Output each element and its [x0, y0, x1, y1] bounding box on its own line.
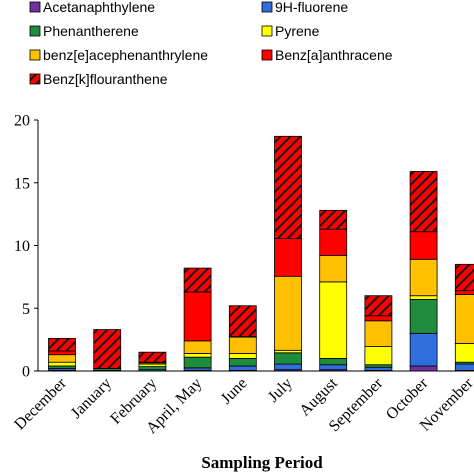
- legend-label: Benz[k]flouranthene: [43, 71, 168, 87]
- bar-segment: [228, 305, 257, 337]
- bar-segment: [319, 281, 348, 359]
- bar-segment: [364, 366, 393, 371]
- legend-item: benz[e]acephenanthrylene: [29, 47, 208, 63]
- legend-item: Benz[k]flouranthene: [29, 71, 168, 87]
- x-tick-label: August: [296, 374, 341, 419]
- bar-segment: [409, 299, 438, 334]
- legend-swatch: [29, 49, 41, 61]
- bar-segment: [409, 258, 438, 297]
- bar-segment: [228, 358, 257, 367]
- bar-stack: [364, 295, 393, 372]
- bar-stack: [319, 209, 348, 372]
- legend-item: Pyrene: [261, 23, 320, 39]
- bar-segment: [364, 295, 393, 317]
- bar-stack: [93, 329, 122, 372]
- bar-segment: [364, 346, 393, 366]
- bar-segment: [183, 291, 212, 342]
- y-tick-label: 10: [14, 238, 30, 255]
- y-axis-ticks: 0 5 10 15 20: [14, 113, 38, 381]
- bar-segment: [319, 358, 348, 366]
- y-tick-label: 5: [22, 301, 30, 318]
- bar-segment: [48, 361, 76, 367]
- legend-item: Phenantherene: [29, 23, 139, 39]
- bar-segment: [183, 353, 212, 358]
- bar-segment: [274, 363, 302, 371]
- bar-stack: [454, 263, 474, 372]
- bar-segment: [183, 340, 212, 354]
- x-tick-label: July: [265, 375, 296, 406]
- bar-stack: [274, 135, 302, 372]
- bar-segment: [228, 336, 257, 354]
- legend-swatch: [29, 73, 41, 85]
- bar-segment: [319, 209, 348, 230]
- y-tick-label: 0: [22, 364, 30, 381]
- legend-label: Pyrene: [275, 23, 320, 39]
- legend-item: Benz[a]anthracene: [261, 47, 393, 63]
- bar-segment: [454, 263, 474, 292]
- bar-stack: [228, 305, 257, 372]
- bar-segment: [48, 354, 76, 363]
- x-axis-title: Sampling Period: [201, 453, 323, 472]
- legend-swatch: [29, 1, 41, 13]
- bar-segment: [454, 294, 474, 344]
- bar-segment: [228, 365, 257, 371]
- bar-segment: [454, 290, 474, 295]
- bar-segment: [409, 295, 438, 300]
- bar-segment: [274, 275, 302, 351]
- bar-segment: [409, 171, 438, 233]
- bar-segment: [48, 337, 76, 352]
- bar-segment: [228, 353, 257, 359]
- legend-swatch: [261, 25, 273, 37]
- bar-segment: [364, 320, 393, 347]
- bar-segment: [138, 351, 167, 363]
- bar-stack: [409, 171, 438, 372]
- bar-segment: [93, 329, 122, 369]
- bar-segment: [48, 350, 76, 356]
- bar-segment: [409, 332, 438, 367]
- bar-segment: [138, 366, 167, 371]
- legend-item: Acetanaphthylene: [29, 0, 155, 15]
- y-tick-label: 20: [14, 113, 30, 130]
- bar-segment: [274, 238, 302, 277]
- legend-label: 9H-fluorene: [275, 0, 348, 15]
- bar-stack: [183, 267, 212, 372]
- x-tick-label: June: [218, 375, 251, 408]
- bar-segment: [319, 364, 348, 371]
- bar-segment: [409, 365, 438, 372]
- legend-swatch: [29, 25, 41, 37]
- legend-item: 9H-fluorene: [261, 0, 348, 15]
- bar-segment: [183, 356, 212, 369]
- bar-segment: [183, 267, 212, 293]
- legend-label: benz[e]acephenanthrylene: [43, 47, 208, 63]
- legend-label: Phenantherene: [43, 23, 139, 39]
- legend-label: Benz[a]anthracene: [275, 47, 393, 63]
- bar-segment: [454, 363, 474, 371]
- chart-legend: Acetanaphthylene 9H-fluorene Phenanthere…: [29, 0, 393, 87]
- bar-segment: [274, 135, 302, 239]
- legend-swatch: [261, 1, 273, 13]
- bar-segment: [319, 228, 348, 256]
- bar-stack: [138, 351, 167, 372]
- legend-label: Acetanaphthylene: [43, 0, 155, 15]
- bar-segment: [319, 255, 348, 283]
- bar-segment: [274, 352, 302, 365]
- bar-segment: [364, 315, 393, 322]
- x-tick-label: December: [11, 374, 70, 433]
- bar-stacks: [48, 135, 474, 372]
- bar-segment: [454, 342, 474, 363]
- bar-segment: [409, 231, 438, 260]
- y-tick-label: 15: [14, 175, 30, 192]
- legend-swatch: [261, 49, 273, 61]
- bar-stack: [48, 337, 76, 372]
